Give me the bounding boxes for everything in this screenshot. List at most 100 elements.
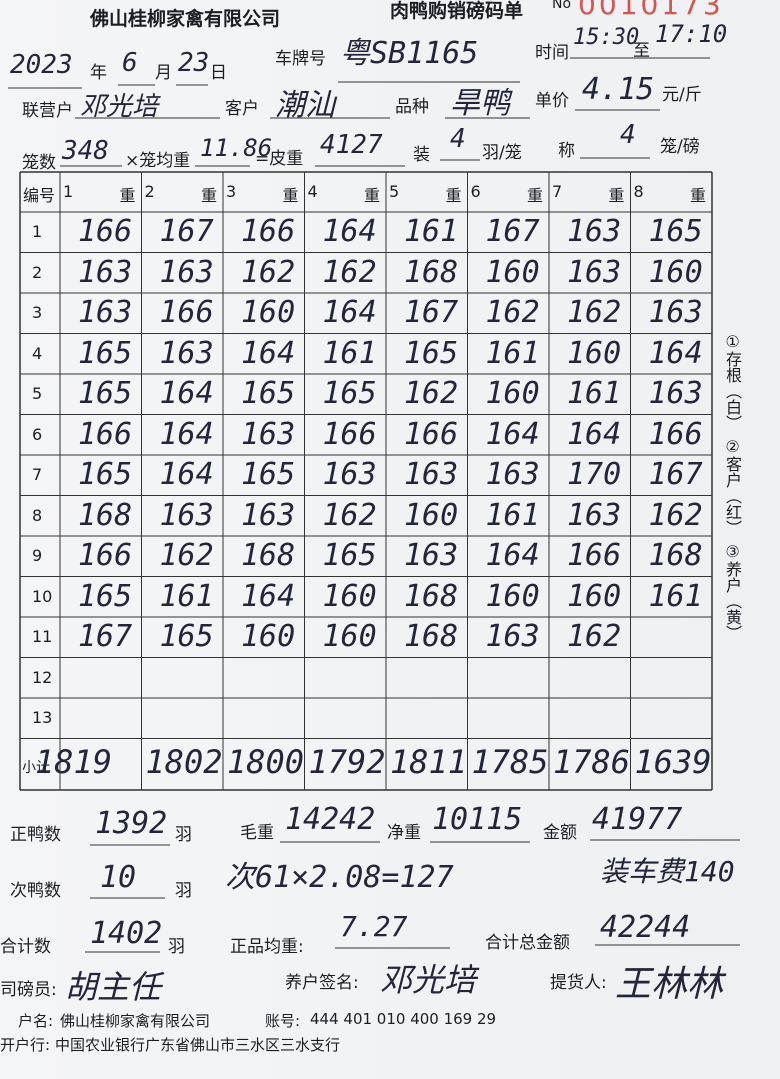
weight: 163 (567, 254, 622, 290)
weight: 160 (648, 254, 703, 290)
amount: 41977 (592, 802, 683, 837)
weight: 165 (78, 335, 133, 371)
serial: 0010173 (578, 0, 724, 21)
weigher: 胡主任 (65, 968, 162, 1006)
weight: 166 (648, 416, 703, 452)
subtotal: 1785 (471, 742, 549, 781)
weight: 160 (322, 578, 377, 614)
weight: 165 (78, 457, 133, 492)
account-label: 账号: (265, 1012, 301, 1030)
gross: 14242 (285, 802, 376, 837)
total-unit: 羽 (168, 937, 185, 957)
weight: 165 (322, 538, 377, 573)
picker-label: 提货人: (550, 973, 607, 993)
weight: 166 (159, 295, 214, 330)
weight: 163 (241, 497, 296, 533)
weight: 162 (159, 538, 214, 573)
column-number: 2 (144, 182, 155, 201)
weight: 164 (648, 335, 703, 371)
column-unit: 重 (527, 186, 544, 205)
weight: 168 (241, 538, 296, 573)
good: 1392 (95, 806, 168, 841)
year-unit: 年 (90, 63, 107, 83)
form-title: 肉鸭购销磅码单 (390, 0, 524, 22)
weight: 160 (567, 335, 622, 371)
day: 23 (178, 48, 210, 78)
column-unit: 重 (445, 186, 462, 205)
row-number: 9 (32, 546, 43, 565)
weight: 166 (78, 214, 133, 249)
weight: 164 (159, 416, 214, 452)
weight: 163 (159, 254, 214, 290)
weight: 168 (78, 497, 133, 533)
weight: 162 (648, 497, 703, 533)
weight: 162 (485, 295, 540, 330)
subtotal: 1819 (35, 742, 113, 781)
good-label: 正鸭数 (10, 825, 61, 845)
weight: 160 (241, 619, 296, 654)
weight: 164 (322, 214, 377, 249)
farmer-label: 养户签名: (285, 973, 359, 993)
weight: 164 (159, 376, 214, 411)
weight: 166 (567, 538, 622, 573)
column-unit: 重 (282, 186, 299, 205)
row-number: 10 (32, 586, 53, 606)
account: 444 401 010 400 169 29 (310, 1010, 497, 1028)
avg: 7.27 (340, 910, 408, 943)
copy-note: ③养户（黄） (723, 542, 742, 641)
net: 10115 (432, 802, 523, 837)
column-unit: 重 (364, 186, 381, 205)
sub-unit: 羽 (175, 881, 192, 901)
weight: 165 (404, 335, 459, 371)
cages: 348 (62, 136, 109, 166)
weight: 161 (485, 497, 540, 533)
column-number: 4 (307, 182, 318, 201)
row-number: 2 (32, 262, 43, 282)
column-number: 7 (552, 182, 563, 201)
weight: 161 (159, 578, 214, 614)
weight: 160 (567, 578, 622, 614)
weight: 163 (648, 376, 703, 411)
subtotal-label: 小计 (22, 759, 50, 776)
column-number: 1 (63, 182, 74, 201)
sub-label: 次鸭数 (10, 881, 61, 901)
weight: 163 (485, 457, 540, 492)
company: 佛山桂柳家禽有限公司 (90, 8, 281, 30)
copy-note: ②客户（红） (723, 437, 742, 536)
weight: 164 (485, 538, 540, 573)
weight: 164 (159, 457, 214, 492)
weight: 160 (485, 254, 540, 290)
weight: 166 (78, 538, 133, 573)
weight: 163 (78, 295, 133, 330)
weight: 161 (485, 335, 540, 371)
name-label: 户名: (18, 1012, 54, 1030)
gross-label: 毛重 (240, 823, 274, 843)
load-unit: 羽/笼 (482, 143, 522, 163)
column-unit: 重 (119, 186, 136, 205)
weight: 161 (322, 335, 377, 371)
weight: 166 (78, 416, 133, 452)
weight: 163 (485, 619, 540, 654)
avg-label: ×笼均重 (125, 151, 191, 171)
partner: 邓光培 (80, 92, 159, 122)
tare-label: =皮重 (255, 149, 304, 169)
column-unit: 重 (690, 186, 707, 205)
no-label: No (552, 0, 572, 12)
weight: 162 (404, 376, 459, 411)
load-label: 装 (413, 145, 430, 165)
breed: 旱鸭 (450, 86, 510, 121)
weight: 168 (648, 538, 703, 573)
weight: 166 (404, 416, 459, 452)
weight: 165 (322, 376, 377, 411)
time-label: 时间 (535, 43, 569, 63)
weight: 163 (322, 457, 377, 492)
column-number: 5 (389, 182, 400, 201)
bank: 中国农业银行广东省佛山市三水区三水支行 (55, 1036, 341, 1054)
total: 1402 (90, 916, 163, 951)
tare: 4127 (320, 130, 383, 160)
weigh-unit: 笼/磅 (660, 137, 700, 157)
weight: 162 (567, 295, 622, 330)
column-unit: 重 (201, 186, 218, 205)
subtotal: 1639 (634, 742, 712, 781)
